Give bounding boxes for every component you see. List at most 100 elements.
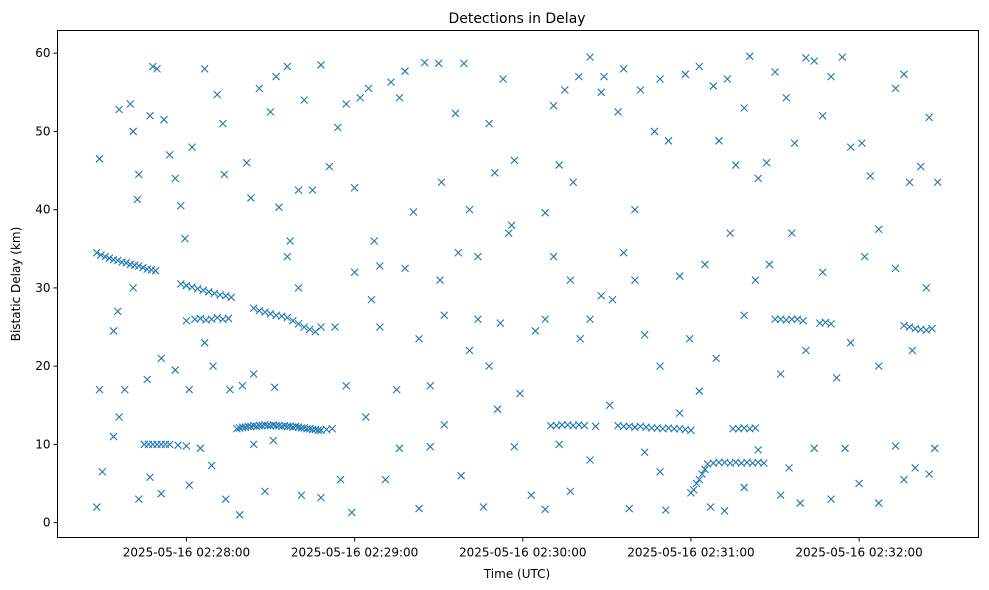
data-point [207,315,216,324]
data-point [328,424,337,433]
data-point [810,57,819,65]
data-point [516,389,524,398]
data-point [827,320,835,328]
data-point [771,315,779,324]
data-point [510,442,519,451]
data-point [255,306,264,315]
data-point [549,101,558,110]
data-point [277,312,286,320]
data-point [409,208,418,216]
data-point [375,323,384,331]
data-point [701,260,709,269]
data-point [490,169,499,177]
data-point [139,263,147,272]
data-point [619,248,628,257]
data-point [272,72,281,81]
data-point [196,444,205,453]
data-point [785,463,793,472]
y-tick-label: 40 [35,203,50,217]
data-point [908,346,917,355]
data-point [504,229,513,238]
data-point [640,448,649,457]
data-point [630,276,639,284]
data-point [235,510,244,519]
data-point [255,84,264,93]
data-point [314,426,323,435]
data-point [740,104,749,112]
y-tick-label: 20 [35,359,50,373]
data-point [692,479,701,488]
data-point [818,268,827,277]
data-point [437,178,446,187]
data-point [566,276,575,284]
data-point [801,53,810,62]
data-point [841,444,849,453]
data-point [687,426,695,435]
data-point [838,53,847,61]
data-point [614,107,622,116]
data-point [715,136,723,145]
data-point [507,221,516,230]
data-point [759,459,768,468]
data-point [171,366,180,374]
data-point [146,111,154,120]
data-point [95,385,104,394]
data-point [143,375,152,384]
data-point [740,483,749,492]
data-point [874,362,883,371]
y-axis-label: Bistatic Delay (km) [9,227,23,342]
data-point [270,383,279,392]
data-point [698,470,707,479]
data-point [401,264,409,273]
data-point [151,266,160,275]
data-point [392,385,401,394]
data-point [269,436,278,445]
data-point [261,487,269,496]
data-point [146,473,154,482]
x-tick-label: 2025-05-16 02:28:00 [123,546,250,560]
data-point [266,309,275,318]
data-point [342,381,351,390]
data-point [286,237,295,245]
data-point [171,174,180,183]
x-tick-label: 2025-05-16 02:32:00 [795,546,922,560]
data-point [858,139,866,148]
data-point [98,467,107,476]
data-point [771,68,779,76]
data-point [636,86,645,94]
data-point [387,78,395,87]
data-point [101,252,110,261]
data-point [249,421,258,430]
x-tick-label: 2025-05-16 02:31:00 [627,546,754,560]
data-point [855,479,863,488]
data-point [586,456,594,464]
data-point [440,311,449,320]
data-point [317,493,325,502]
data-point [558,420,566,429]
data-point [200,338,209,347]
data-point [165,440,174,449]
data-point [325,162,334,171]
data-point [619,64,628,73]
data-point [258,421,266,430]
data-point [188,283,196,292]
data-point [294,320,303,328]
data-point [911,463,920,472]
data-point [160,115,168,124]
data-point [661,506,670,515]
data-point [709,82,718,90]
data-point [134,170,143,179]
data-point [740,311,749,320]
data-point [499,75,508,83]
data-point [261,308,269,317]
data-point [249,304,258,313]
data-point [531,327,540,335]
data-point [185,385,194,394]
data-point [485,119,494,128]
data-point [754,445,763,454]
data-point [787,315,796,324]
data-point [555,440,564,449]
data-point [294,186,303,194]
data-point [751,424,760,432]
